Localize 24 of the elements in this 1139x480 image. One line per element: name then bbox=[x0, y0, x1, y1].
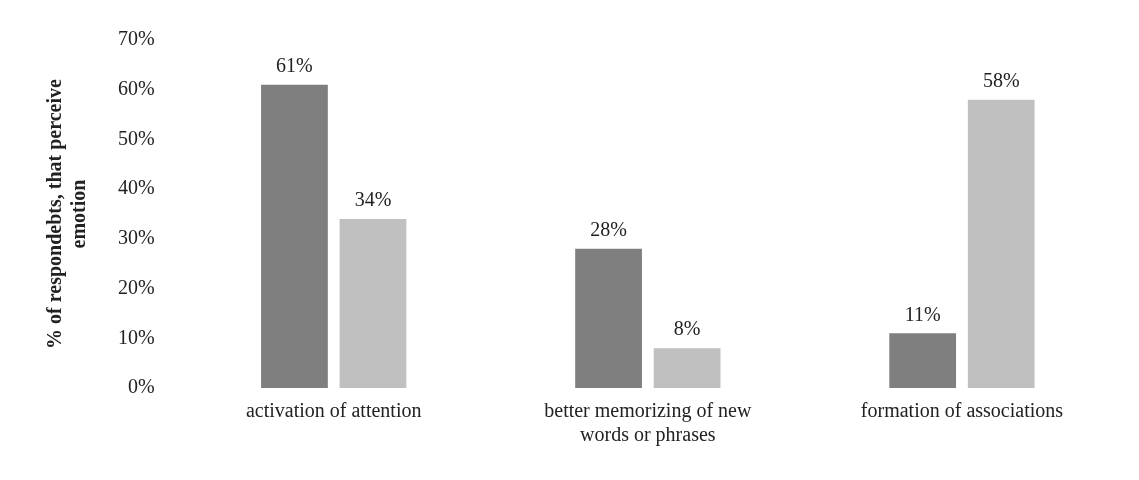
x-tick-label: activation of attention bbox=[245, 399, 422, 422]
data-label: 11% bbox=[904, 302, 941, 325]
data-label: 58% bbox=[982, 68, 1020, 91]
y-tick-label: 20% bbox=[117, 275, 155, 298]
y-tick-label: 30% bbox=[117, 226, 155, 249]
y-tick-label: 0% bbox=[127, 375, 155, 398]
y-tick-label: 40% bbox=[117, 176, 155, 199]
bar bbox=[889, 333, 957, 388]
bar bbox=[653, 348, 721, 388]
y-axis-title: % of respondebts, that perceive emotion bbox=[43, 78, 90, 349]
y-tick-label: 60% bbox=[117, 76, 155, 99]
data-label: 61% bbox=[276, 53, 313, 76]
bar bbox=[967, 99, 1035, 388]
y-tick-label: 10% bbox=[117, 325, 155, 348]
x-tick-label: better memorizing of new words or phrases bbox=[544, 399, 752, 447]
x-tick-label: formation of associations bbox=[860, 399, 1064, 422]
data-label: 8% bbox=[673, 317, 701, 340]
data-label: 34% bbox=[354, 188, 392, 211]
bar bbox=[261, 84, 328, 388]
y-tick-label: 50% bbox=[117, 126, 155, 149]
y-tick-label: 70% bbox=[117, 27, 155, 50]
data-label: 28% bbox=[590, 218, 627, 241]
bar bbox=[575, 248, 642, 388]
bar bbox=[339, 218, 407, 388]
